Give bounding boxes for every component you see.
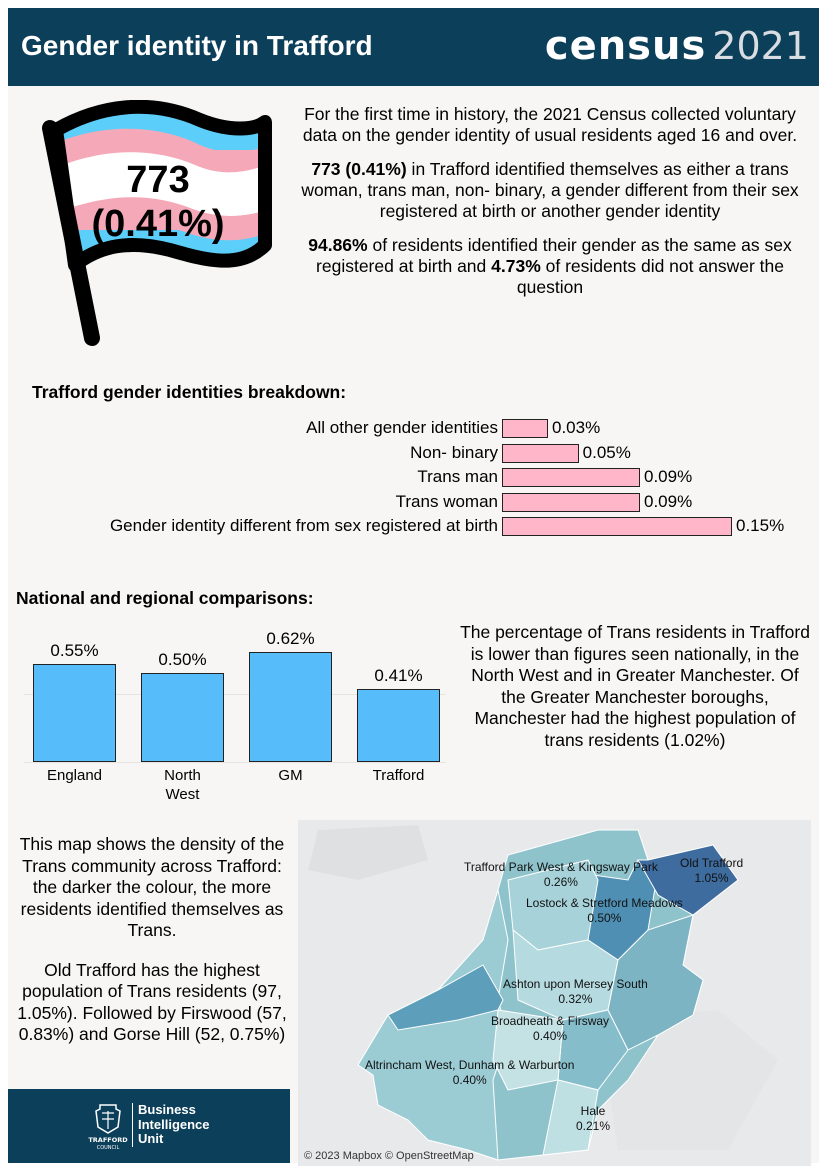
- breakdown-row: Trans man 0.09%: [16, 467, 811, 487]
- breakdown-category-label: Trans woman: [395, 491, 498, 511]
- flag-count: 773: [126, 159, 190, 201]
- comparison-text: The percentage of Trans residents in Tra…: [460, 622, 810, 750]
- header-bar: Gender identity in Trafford census 2021: [8, 8, 819, 86]
- comparison-value-label: 0.55%: [50, 641, 99, 661]
- map-label-lostock: Lostock & Stretford Meadows 0.50%: [526, 896, 683, 926]
- map-label-ashton-south: Ashton upon Mersey South 0.32%: [503, 977, 648, 1007]
- footer-divider: [132, 1103, 133, 1147]
- breakdown-category-label: Gender identity different from sex regis…: [109, 516, 498, 535]
- map-label-name: Ashton upon Mersey South: [503, 977, 648, 991]
- intro-highlight-no-answer: 4.73%: [491, 256, 541, 276]
- map-attribution[interactable]: © 2023 Mapbox © OpenStreetMap: [304, 1150, 474, 1162]
- breakdown-value-label: 0.09%: [644, 491, 693, 511]
- census-logo-word: census: [544, 23, 707, 69]
- unit-line-2: Intelligence: [138, 1116, 210, 1132]
- council-name-line1: TRAFFORD: [88, 1136, 128, 1144]
- breakdown-value-label: 0.09%: [644, 467, 693, 486]
- map-label-value: 0.50%: [587, 911, 622, 925]
- comparison-value-label: 0.41%: [374, 666, 423, 686]
- intro-paragraph-2-text: in Trafford identified themselves as eit…: [301, 159, 799, 221]
- intro-highlight-count: 773 (0.41%): [311, 159, 407, 179]
- breakdown-row: All other gender identities 0.03%: [16, 418, 811, 438]
- comparison-value-label: 0.50%: [158, 650, 207, 670]
- map-label-altrincham-west: Altrincham West, Dunham & Warburton 0.40…: [365, 1058, 574, 1088]
- breakdown-value-label: 0.05%: [582, 442, 631, 462]
- breakdown-bar[interactable]: [502, 443, 579, 463]
- comparison-value-label: 0.62%: [266, 629, 315, 648]
- map-label-value: 1.05%: [694, 871, 729, 885]
- intro-paragraph-3-text: of residents did not answer the question: [516, 256, 784, 297]
- map-label-name: Broadheath & Firsway: [491, 1014, 610, 1028]
- comparison-bar[interactable]: [33, 664, 116, 762]
- flag-statistic: 773 (0.41%): [78, 158, 238, 246]
- map-shapes: [298, 820, 811, 1166]
- comparison-bar[interactable]: [141, 673, 224, 762]
- map-description: This map shows the density of the Trans …: [16, 834, 288, 1064]
- map-label-value: 0.21%: [576, 1119, 611, 1133]
- comparison-category-label: Trafford: [372, 767, 425, 784]
- unit-line-3: Unit: [138, 1131, 164, 1146]
- map-label-old-trafford: Old Trafford 1.05%: [680, 856, 743, 886]
- trafford-council-crest-icon: TRAFFORD COUNCIL: [88, 1101, 128, 1151]
- page-title: Gender identity in Trafford: [21, 30, 373, 61]
- breakdown-category-label: Trans man: [417, 467, 498, 486]
- intro-paragraph-2: 773 (0.41%) in Trafford identified thems…: [290, 159, 810, 222]
- chart-gridline: [24, 694, 446, 695]
- map-label-name: Lostock & Stretford Meadows: [526, 896, 683, 910]
- map-label-value: 0.26%: [543, 875, 578, 889]
- census-2021-logo: census 2021: [545, 26, 809, 66]
- trafford-ward-map[interactable]: Trafford Park West & Kingsway Park 0.26%…: [298, 820, 811, 1166]
- map-label-value: 0.40%: [452, 1073, 487, 1087]
- breakdown-bar[interactable]: [502, 468, 640, 487]
- breakdown-bar[interactable]: [502, 492, 640, 512]
- breakdown-bar[interactable]: [502, 517, 732, 536]
- comparison-title: National and regional comparisons:: [16, 588, 314, 608]
- comparison-category-label: England: [46, 767, 103, 784]
- intro-paragraph-1: For the first time in history, the 2021 …: [302, 104, 798, 145]
- trans-flag-icon: [20, 99, 282, 350]
- breakdown-row: Gender identity different from sex regis…: [16, 516, 811, 536]
- comparison-bar-chart: 0.55% England 0.50% North West 0.62% GM 0.41% Tr…: [16, 618, 446, 813]
- intro-paragraph-3-mid: of residents identified their gender as …: [316, 235, 792, 276]
- comparison-category-label: GM: [278, 767, 303, 784]
- breakdown-value-label: 0.03%: [552, 418, 601, 437]
- census-logo-year: 2021: [712, 24, 809, 68]
- business-intelligence-unit-logo: Business Intelligence Unit: [138, 1102, 210, 1147]
- map-label-name: Altrincham West, Dunham & Warburton: [365, 1058, 575, 1072]
- map-label-value: 0.32%: [558, 992, 593, 1006]
- intro-text: For the first time in history, the 2021 …: [290, 104, 810, 311]
- breakdown-title: Trafford gender identities breakdown:: [32, 382, 347, 402]
- unit-line-1: Business: [138, 1102, 196, 1117]
- flag-percent: (0.41%): [91, 203, 225, 245]
- infographic-page: Gender identity in Trafford census 2021: [8, 8, 819, 1166]
- footer-bar: TRAFFORD COUNCIL Business Intelligence U…: [8, 1089, 290, 1163]
- map-label-value: 0.40%: [533, 1029, 568, 1043]
- map-label-name: Trafford Park West & Kingsway Park: [464, 860, 658, 874]
- council-name-line2: COUNCIL: [97, 1145, 120, 1151]
- breakdown-bar[interactable]: [502, 419, 548, 438]
- breakdown-value-label: 0.15%: [736, 516, 785, 535]
- map-label-name: Old Trafford: [680, 856, 744, 870]
- chart-gridline: [24, 762, 446, 763]
- breakdown-row: Non- binary 0.05%: [16, 443, 811, 463]
- map-description-paragraph-2: Old Trafford has the highest population …: [17, 959, 287, 1045]
- comparison-category-label: North West: [164, 767, 201, 803]
- breakdown-category-label: All other gender identities: [306, 418, 498, 437]
- intro-paragraph-3: 94.86% of residents identified their gen…: [290, 235, 810, 298]
- map-label-broadheath: Broadheath & Firsway 0.40%: [491, 1014, 609, 1044]
- breakdown-row: Trans woman 0.09%: [16, 492, 811, 512]
- comparison-bar[interactable]: [249, 652, 332, 762]
- comparison-bar[interactable]: [357, 689, 440, 762]
- intro-highlight-same: 94.86%: [308, 235, 368, 255]
- map-label-trafford-park-west: Trafford Park West & Kingsway Park 0.26%: [464, 860, 658, 890]
- map-label-hale: Hale 0.21%: [576, 1104, 610, 1134]
- map-label-name: Hale: [580, 1104, 606, 1118]
- breakdown-bar-chart: All other gender identities 0.03% Non- bin…: [16, 418, 811, 548]
- breakdown-category-label: Non- binary: [410, 442, 498, 462]
- map-description-paragraph-1: This map shows the density of the Trans …: [19, 834, 285, 940]
